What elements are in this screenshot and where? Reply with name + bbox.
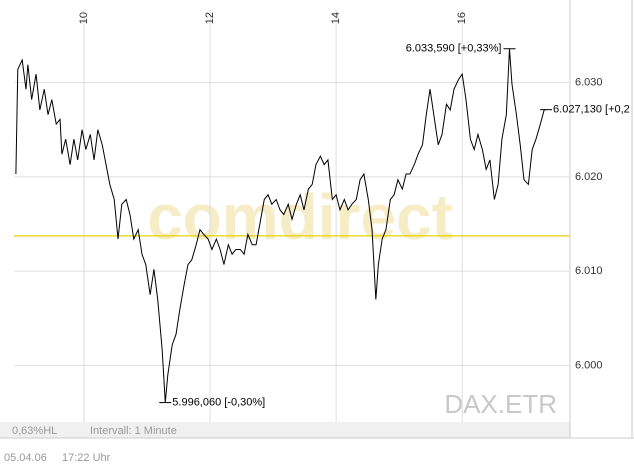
y-tick-label: 6.020 (575, 171, 603, 183)
x-tick-label: 14 (330, 12, 342, 24)
x-tick-label: 10 (78, 12, 90, 24)
y-tick-label: 6.010 (575, 265, 603, 277)
watermark: comdirect (147, 181, 453, 253)
footer-band (0, 422, 570, 438)
annotation-label: 6.033,590 [+0,33%] (406, 43, 502, 55)
symbol-watermark: DAX.ETR (444, 389, 557, 419)
x-tick-label: 16 (456, 12, 468, 24)
x-tick-label: 12 (204, 12, 216, 24)
price-line (15, 48, 547, 403)
annotation-label: 5.996,060 [-0,30%] (172, 396, 265, 408)
footer-date: 05.04.06 (4, 452, 47, 464)
chart-background (0, 0, 634, 440)
footer-time: 17:22 Uhr (62, 452, 111, 464)
footer-range: 0,63%HL (12, 425, 57, 437)
y-tick-label: 6.000 (575, 359, 603, 371)
y-tick-label: 6.030 (575, 77, 603, 89)
annotation-label: 6.027,130 [+0,2 (553, 104, 630, 116)
footer-interval: Intervall: 1 Minute (90, 425, 177, 437)
